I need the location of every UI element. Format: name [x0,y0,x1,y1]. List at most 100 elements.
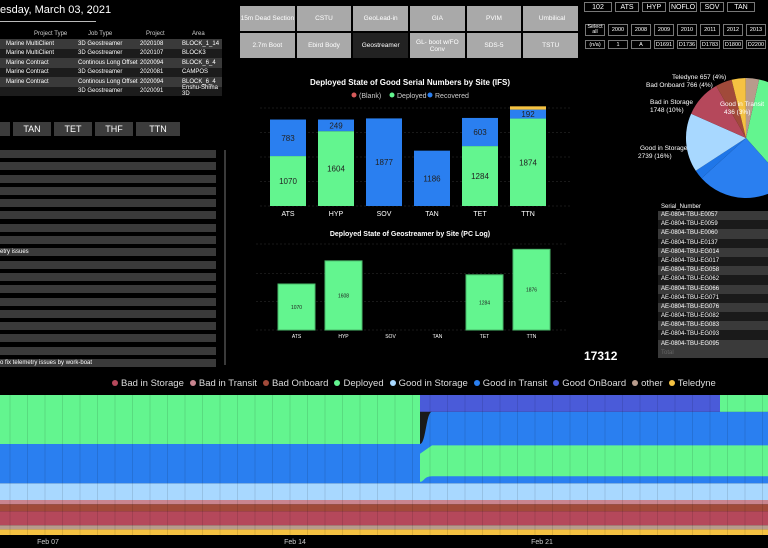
area-layer[interactable] [420,445,768,482]
year-button[interactable]: 2010 [677,24,697,36]
site-tab[interactable]: TAN [13,122,51,136]
site-button[interactable]: ATS [615,2,639,12]
legend-item[interactable]: Good in Transit [473,378,547,389]
issue-bar[interactable]: etry issues [0,248,216,257]
code-button[interactable]: D1691 [654,40,674,49]
issue-bar[interactable] [0,211,216,220]
area-layer[interactable] [0,529,768,535]
area-layer[interactable] [0,395,420,444]
serial-row[interactable]: AE-0804-TBU-EG017 [658,256,768,267]
year-button[interactable]: 2008 [631,24,651,36]
issue-bar[interactable] [0,309,216,318]
code-button[interactable]: D1736 [677,40,697,49]
component-button[interactable]: 15m Dead Section [240,6,295,31]
component-button[interactable]: TSTU [523,33,578,58]
code-button[interactable]: A [631,40,651,49]
issue-bar[interactable] [0,260,216,269]
ifs-bar[interactable] [366,118,402,206]
site-tab[interactable] [0,122,10,136]
ifs-bar[interactable] [510,106,546,110]
year-button[interactable]: 2013 [746,24,766,36]
pc-bar[interactable] [277,283,316,331]
table-row[interactable]: Marine MultiClient 3D Geostreamer 2020108 B… [0,39,222,49]
pie-slice[interactable] [701,138,768,198]
year-button[interactable]: 2011 [700,24,720,36]
legend-item[interactable]: Bad Onboard [262,378,328,389]
issue-bar[interactable] [0,199,216,208]
area-layer[interactable] [0,504,768,512]
year-button[interactable]: Select all [585,24,605,36]
code-button[interactable]: 1 [608,40,628,49]
ifs-bar[interactable] [414,150,450,206]
issue-bar[interactable] [0,236,216,245]
pie-slice[interactable] [716,79,746,138]
issue-bar[interactable] [0,162,216,171]
component-button[interactable]: 2.7m Boot [240,33,295,58]
legend-item[interactable]: other [632,378,663,389]
serial-row[interactable]: AE-0804-TBU-EG083 [658,321,768,331]
code-button[interactable]: D1783 [700,40,720,49]
year-button[interactable]: 2012 [723,24,743,36]
component-button[interactable]: Ebird Body [296,33,352,58]
area-layer[interactable] [0,525,768,530]
year-button[interactable]: 2000 [608,24,628,36]
table-row[interactable]: 3D Geostreamer 2020091 Enshu-Shima 3D [0,85,222,97]
pie-slice[interactable] [731,78,746,138]
issue-bar[interactable] [0,322,216,331]
col-job-type[interactable]: Job Type [88,31,113,37]
area-layer[interactable] [0,511,768,526]
legend-item[interactable]: Good in Storage [389,378,468,389]
year-button[interactable]: 2009 [654,24,674,36]
component-button[interactable]: GIA [410,6,465,31]
serial-row[interactable]: AE-0804-TBU-EG014 [658,247,768,257]
pie-slice[interactable] [745,78,760,138]
ifs-bar[interactable] [510,118,546,206]
issue-bar[interactable] [0,285,216,294]
issue-bar[interactable] [0,334,216,343]
serial-row[interactable]: AE-0804-TBU-EG058 [658,266,768,276]
pc-bar[interactable] [324,260,363,331]
component-button[interactable]: CSTU [296,6,352,31]
site-button[interactable]: SOV [700,2,724,12]
legend-item[interactable]: Good OnBoard [553,378,626,389]
scrollbar[interactable] [224,150,226,365]
serial-row[interactable]: AE-0804-TBU-EG095 [658,339,768,349]
date-slicer[interactable]: esday, March 03, 2021 ⌄ [0,4,111,22]
area-layer[interactable] [420,395,768,412]
ifs-bar[interactable] [318,131,354,206]
ifs-bar[interactable] [318,119,354,132]
table-row[interactable]: Marine Contract Continous Long Offset 2020… [0,58,222,68]
ifs-bar[interactable] [270,156,306,206]
issue-bar[interactable] [0,272,216,281]
serial-row[interactable]: AE-0804-TBU-E0137 [658,238,768,248]
ifs-bar[interactable] [462,117,498,147]
legend-item[interactable]: Teledyne [668,378,716,389]
chevron-down-icon[interactable]: ⌄ [86,6,94,16]
col-project[interactable]: Project [146,31,165,37]
code-button[interactable]: (n/a) [585,40,605,49]
serial-row[interactable]: AE-0804-TBU-E0057 [658,211,768,221]
legend-item[interactable]: Bad in Storage [112,378,184,389]
site-tab[interactable]: THF [95,122,133,136]
site-tab[interactable]: TET [54,122,92,136]
pie-slice[interactable] [695,138,746,179]
issue-bar[interactable] [0,174,216,183]
serial-row[interactable]: AE-0804-TBU-EG066 [658,284,768,294]
col-project-type[interactable]: Project Type [34,31,68,37]
table-row[interactable]: Marine Contract Continous Long Offset 2020… [0,77,222,87]
site-button[interactable]: TAN [727,2,755,12]
issue-bar[interactable] [0,186,216,195]
legend-item[interactable]: Bad in Transit [189,378,257,389]
pie-slice[interactable] [691,85,746,138]
serial-row[interactable]: AE-0804-TBU-EG082 [658,312,768,322]
component-button[interactable]: GeoLead-in [353,6,408,31]
col-area[interactable]: Area [192,31,205,37]
serial-row[interactable]: AE-0804-TBU-EG093 [658,330,768,340]
site-tab[interactable]: TTN [136,122,180,136]
pc-bar[interactable] [465,274,504,331]
site-button[interactable]: HYP [642,2,666,12]
site-button[interactable]: NOFLO [669,2,697,12]
umbilical-button[interactable]: Umbilical [527,6,577,31]
code-button[interactable]: D2200 [746,40,766,49]
component-button[interactable]: PVIM [466,6,522,31]
